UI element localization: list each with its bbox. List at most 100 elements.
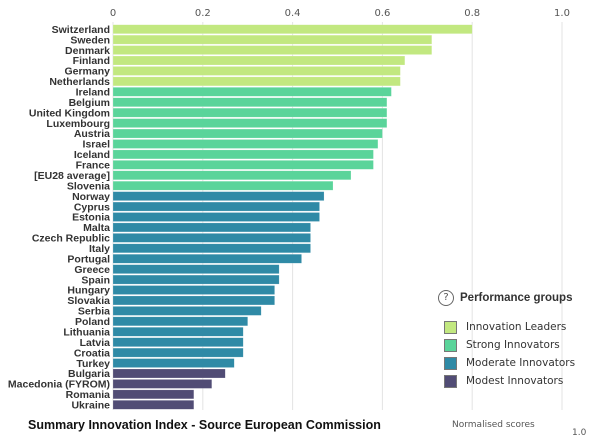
legend-swatch [444, 356, 457, 370]
bar[interactable] [112, 66, 401, 76]
bar[interactable] [112, 285, 275, 295]
category-label: Spain [81, 274, 110, 286]
x-tick-label: 1.0 [554, 8, 570, 19]
bar[interactable] [112, 139, 379, 149]
category-label: Italy [89, 243, 110, 255]
category-label: Belgium [69, 97, 110, 109]
x-tick-label: 0.6 [374, 8, 390, 19]
category-label: Romania [66, 389, 111, 401]
category-label: Norway [72, 191, 110, 203]
bar[interactable] [112, 337, 244, 347]
bar[interactable] [112, 306, 262, 316]
category-label: Cyprus [74, 201, 110, 213]
category-label: Israel [83, 139, 111, 151]
legend-label: Innovation Leaders [466, 321, 567, 333]
bar[interactable] [112, 233, 311, 243]
category-label: Ireland [76, 87, 110, 99]
bar[interactable] [112, 243, 311, 254]
bar[interactable] [112, 347, 244, 358]
category-label: Austria [74, 128, 110, 140]
bar[interactable] [112, 253, 302, 264]
legend-title: Performance groups [460, 292, 573, 304]
bars [112, 24, 473, 410]
help-icon[interactable]: ? [438, 290, 454, 306]
bar[interactable] [112, 212, 320, 222]
x-tick-label: 0.4 [285, 8, 301, 19]
bar[interactable] [112, 149, 374, 160]
category-label: Croatia [74, 347, 110, 359]
bar[interactable] [112, 55, 406, 66]
bar[interactable] [112, 274, 280, 285]
category-label: Czech Republic [32, 233, 110, 245]
legend-item-modest-innovators[interactable]: Modest Innovators [438, 372, 598, 390]
legend-swatch [444, 338, 457, 352]
category-label: Finland [73, 55, 110, 67]
x-tick-label: 0.8 [464, 8, 480, 19]
category-label: Iceland [74, 149, 110, 161]
category-label: Hungary [67, 285, 110, 297]
bar[interactable] [112, 327, 244, 337]
category-label: Germany [64, 66, 110, 78]
bar[interactable] [112, 107, 388, 118]
category-label: France [76, 160, 111, 172]
category-label: Macedonia (FYROM) [8, 379, 110, 391]
bar[interactable] [112, 201, 320, 212]
category-label: Bulgaria [68, 368, 110, 380]
bar[interactable] [112, 316, 248, 327]
category-label: Poland [75, 316, 110, 328]
bar[interactable] [112, 389, 195, 400]
x-axis-label: Normalised scores [452, 420, 535, 430]
x-tick-label: 0.2 [195, 8, 211, 19]
bar[interactable] [112, 34, 433, 45]
category-label: Ukraine [71, 399, 110, 411]
bar[interactable] [112, 358, 235, 368]
legend-swatch [444, 320, 457, 334]
category-label: Turkey [76, 358, 110, 370]
category-label: Netherlands [49, 76, 110, 88]
category-label: Luxembourg [46, 118, 110, 130]
legend-label: Strong Innovators [466, 339, 560, 351]
category-label: Denmark [65, 45, 110, 57]
bar[interactable] [112, 24, 473, 34]
footer-tick-label: 1.0 [572, 428, 587, 438]
legend-item-strong-innovators[interactable]: Strong Innovators [438, 336, 598, 354]
bar[interactable] [112, 379, 213, 389]
bar[interactable] [112, 170, 352, 181]
category-label: [EU28 average] [34, 170, 110, 182]
bar[interactable] [112, 264, 280, 274]
category-label: Portugal [67, 253, 110, 265]
category-label: Slovakia [67, 295, 110, 307]
bar[interactable] [112, 160, 374, 170]
category-label: Malta [83, 222, 110, 234]
bar[interactable] [112, 191, 325, 201]
legend: ? Performance groups Innovation Leaders … [438, 290, 598, 390]
bar[interactable] [112, 87, 392, 97]
legend-item-moderate-innovators[interactable]: Moderate Innovators [438, 354, 598, 372]
legend-label: Moderate Innovators [466, 357, 576, 369]
bar[interactable] [112, 222, 311, 233]
bar[interactable] [112, 180, 334, 191]
category-label: Greece [74, 264, 110, 276]
bar[interactable] [112, 368, 226, 379]
bar[interactable] [112, 45, 433, 55]
x-tick-label: 0 [110, 8, 116, 19]
bar[interactable] [112, 97, 388, 107]
category-label: Estonia [72, 212, 110, 224]
category-label: Lithuania [63, 326, 110, 338]
bar[interactable] [112, 128, 383, 139]
legend-header: ? Performance groups [438, 290, 598, 306]
category-label: United Kingdom [29, 107, 110, 119]
chart-caption: Summary Innovation Index - Source Europe… [28, 418, 381, 432]
legend-swatch [444, 374, 457, 388]
category-label: Switzerland [52, 24, 110, 36]
category-labels: SwitzerlandSwedenDenmarkFinlandGermanyNe… [8, 24, 110, 412]
bar[interactable] [112, 295, 275, 306]
category-label: Latvia [80, 337, 111, 349]
x-axis-ticks: 0 0.2 0.4 0.6 0.8 1.0 [110, 8, 570, 19]
bar[interactable] [112, 118, 388, 128]
bar[interactable] [112, 76, 401, 87]
bar[interactable] [112, 400, 195, 410]
category-label: Slovenia [67, 180, 110, 192]
legend-item-innovation-leaders[interactable]: Innovation Leaders [438, 318, 598, 336]
